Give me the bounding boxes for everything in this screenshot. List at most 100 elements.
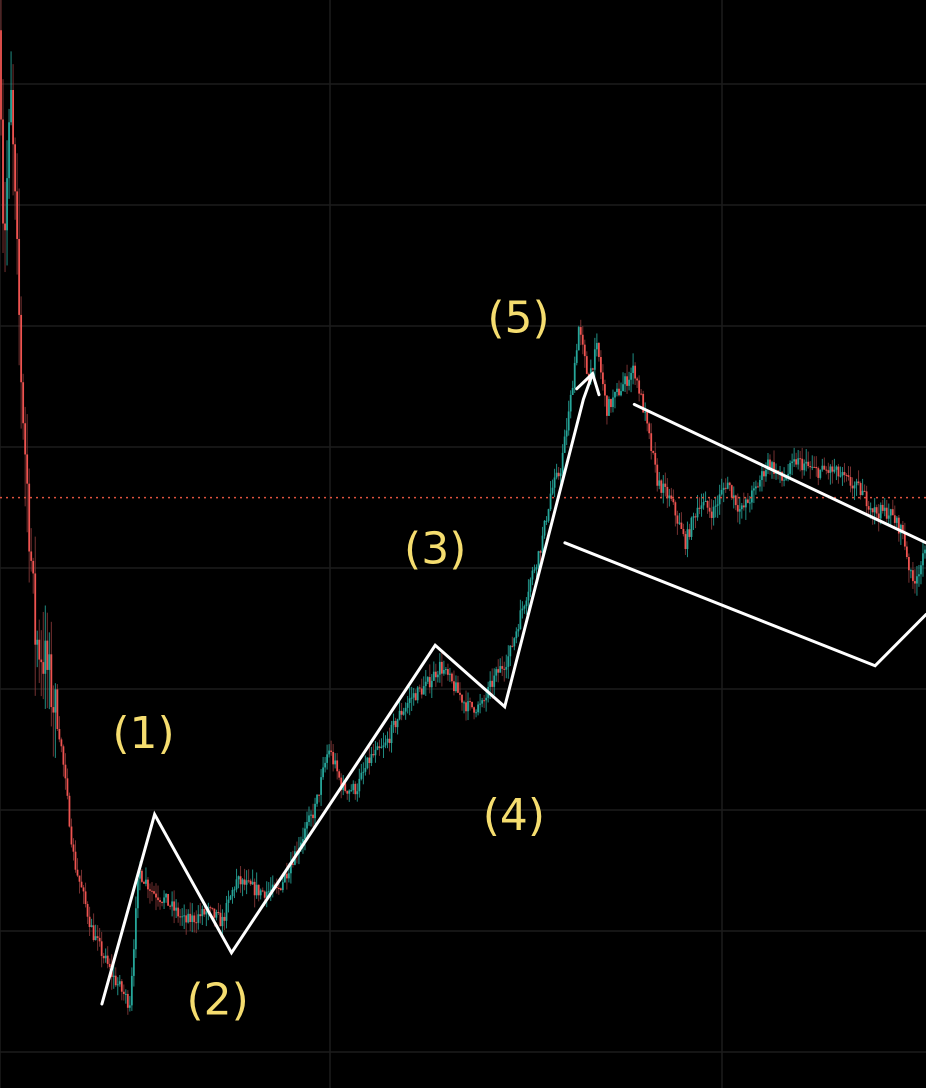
candle-body (662, 483, 665, 493)
candle-body (922, 553, 924, 566)
candle-body (94, 936, 97, 941)
candle-body (36, 639, 39, 645)
channel-lower-line[interactable] (563, 541, 926, 668)
candle-body (261, 890, 264, 892)
impulse-wave-line[interactable] (100, 372, 595, 1006)
candle-body (54, 689, 57, 713)
candle-body (2, 119, 4, 224)
candle-body (10, 89, 12, 123)
candle-body (312, 814, 314, 819)
candle-body (449, 673, 451, 675)
candle-body (529, 579, 532, 592)
candle-body (314, 803, 316, 819)
candle-body (193, 915, 196, 923)
candle-body (374, 749, 377, 756)
candle-body (914, 581, 916, 584)
wave-labels: (1) (2) (3) (4) (5) (112, 293, 549, 1026)
candle-body (126, 993, 129, 1008)
candle-body (827, 470, 830, 473)
candle-body (803, 463, 806, 471)
candle-body (503, 668, 506, 670)
candle-body (277, 887, 280, 889)
candle-body (40, 659, 43, 663)
candle-body (436, 674, 439, 678)
candle-body (451, 673, 453, 682)
candle-body (539, 551, 542, 553)
candle-body (664, 483, 667, 487)
candle-body (215, 911, 218, 918)
candle-body (263, 891, 266, 898)
candle-body (628, 379, 630, 386)
candle-body (684, 534, 687, 550)
candle-body (52, 707, 55, 713)
candle-body (706, 500, 709, 508)
candle-body (761, 471, 763, 480)
candle-body (422, 686, 425, 695)
candle-body (116, 984, 119, 986)
candle-body (56, 689, 59, 730)
candle-body (473, 707, 475, 713)
candle-body (493, 675, 496, 687)
candle-body (769, 459, 771, 469)
candle-body (235, 879, 238, 890)
candle-body (593, 349, 596, 370)
candle-body (139, 870, 141, 879)
candle-body (4, 223, 6, 231)
candle-body (851, 485, 854, 489)
candle-body (70, 826, 73, 845)
candle-body (763, 471, 765, 477)
candle-body (583, 344, 586, 357)
candle-body (632, 365, 635, 374)
candle-body (14, 144, 16, 192)
candle-body (330, 750, 333, 752)
candle-body (622, 384, 624, 392)
candle-body (861, 490, 864, 496)
candle-body (48, 654, 51, 670)
channel-upper-line[interactable] (632, 402, 926, 545)
candle-body (505, 666, 508, 670)
candle-body (447, 669, 449, 675)
candle-body (408, 698, 411, 703)
candle-body (571, 387, 574, 395)
candle-body (509, 645, 512, 657)
candle-body (440, 661, 443, 674)
candle-body (682, 529, 685, 535)
candle-body (519, 610, 522, 630)
candle-body (789, 463, 792, 474)
candle-body (674, 502, 677, 516)
candle-body (535, 567, 538, 570)
candle-body (897, 517, 900, 534)
candle-body (471, 701, 473, 708)
candle-body (477, 704, 479, 713)
candle-body (807, 461, 810, 466)
candle-body (173, 901, 176, 911)
candle-body (197, 914, 200, 923)
candle-body (428, 677, 431, 688)
candle-body (132, 949, 135, 976)
candle-body (759, 479, 761, 487)
candle-body (742, 505, 745, 508)
candle-body (368, 757, 371, 763)
drawing-annotations (100, 370, 926, 1006)
candle-body (0, 30, 2, 120)
candle-body (618, 388, 620, 396)
candle-body (424, 681, 427, 687)
candle-body (698, 507, 701, 509)
candle-body (442, 669, 445, 674)
candle-body (231, 890, 234, 897)
candle-body (62, 746, 65, 765)
candle-body (678, 522, 681, 524)
candle-body (624, 376, 626, 385)
candle-body (704, 500, 707, 503)
candle-body (72, 844, 75, 852)
candle-body (159, 900, 161, 903)
candle-body (831, 466, 834, 472)
candle-body (845, 474, 848, 476)
candle-body (205, 911, 208, 915)
candle-body (750, 490, 753, 503)
candle-body (169, 905, 172, 907)
candle-body (320, 777, 322, 795)
candle-body (219, 912, 222, 927)
